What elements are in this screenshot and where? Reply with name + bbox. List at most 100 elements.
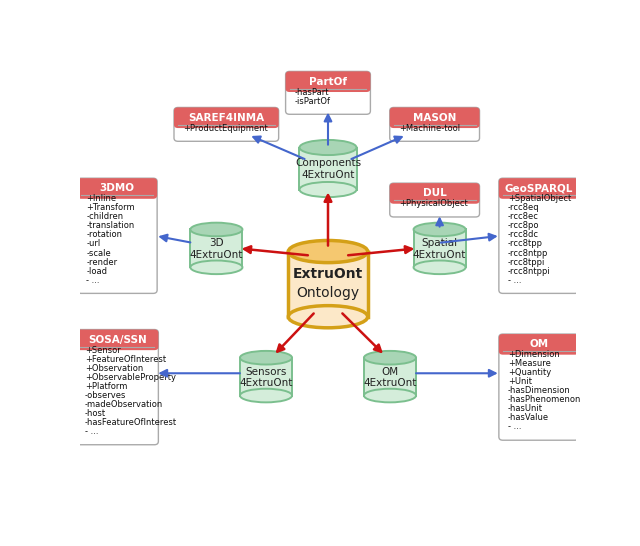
FancyBboxPatch shape [499, 334, 579, 355]
FancyBboxPatch shape [285, 72, 371, 114]
Text: +Quantity: +Quantity [508, 368, 551, 377]
Text: Sensors: Sensors [245, 366, 287, 377]
Bar [413, 229, 466, 268]
Bar [394, 118, 476, 124]
FancyBboxPatch shape [174, 108, 278, 141]
Ellipse shape [288, 306, 368, 328]
Text: OM: OM [381, 366, 399, 377]
Text: +Platform: +Platform [85, 382, 127, 391]
Text: 4ExtruOnt: 4ExtruOnt [239, 378, 292, 388]
Text: 4ExtruOnt: 4ExtruOnt [189, 250, 243, 260]
Text: - ...: - ... [85, 427, 99, 436]
Text: - ...: - ... [508, 276, 522, 284]
Text: -hasValue: -hasValue [508, 413, 549, 423]
Text: -rcc8tppi: -rcc8tppi [508, 258, 545, 266]
Text: +Dimension: +Dimension [508, 350, 559, 359]
Bar [190, 229, 243, 268]
Text: -rcc8ec: -rcc8ec [508, 212, 539, 221]
Text: -host: -host [85, 409, 106, 418]
Text: - ...: - ... [508, 423, 522, 431]
Bar [178, 118, 275, 124]
Ellipse shape [364, 389, 416, 402]
Ellipse shape [288, 240, 368, 263]
Text: -rcc8ntppi: -rcc8ntppi [508, 266, 550, 276]
Text: -hasPhenomenon: -hasPhenomenon [508, 395, 581, 405]
Text: -rcc8ntpp: -rcc8ntpp [508, 248, 548, 258]
FancyBboxPatch shape [76, 330, 158, 350]
Text: SOSA/SSN: SOSA/SSN [88, 335, 147, 345]
Bar [80, 341, 154, 347]
Text: Spatial: Spatial [422, 239, 458, 248]
FancyBboxPatch shape [390, 108, 479, 141]
FancyBboxPatch shape [390, 183, 479, 204]
Bar [81, 189, 153, 195]
Text: +Measure: +Measure [508, 359, 550, 368]
Text: +SpatialObject: +SpatialObject [508, 194, 571, 203]
Text: -hasUnit: -hasUnit [508, 405, 543, 413]
Text: 4ExtruOnt: 4ExtruOnt [301, 170, 355, 180]
Bar [364, 358, 416, 395]
Text: +Sensor: +Sensor [85, 346, 121, 355]
Bar [394, 194, 476, 200]
Text: MASON: MASON [413, 113, 456, 123]
Ellipse shape [364, 351, 416, 365]
Text: -translation: -translation [86, 222, 134, 230]
Bar [503, 345, 575, 351]
FancyBboxPatch shape [499, 334, 579, 440]
FancyBboxPatch shape [499, 178, 579, 199]
Text: +ObservableProperty: +ObservableProperty [85, 373, 176, 382]
FancyBboxPatch shape [285, 72, 371, 92]
Bar [503, 189, 575, 195]
Text: -isPartOf: -isPartOf [294, 97, 330, 105]
Text: -load: -load [86, 266, 108, 276]
Text: -hasFeatureOfInterest: -hasFeatureOfInterest [85, 418, 177, 427]
Text: -rcc8tpp: -rcc8tpp [508, 240, 543, 248]
Text: Ontology: Ontology [296, 286, 360, 300]
Text: DUL: DUL [423, 188, 447, 198]
Text: -render: -render [86, 258, 117, 266]
FancyBboxPatch shape [77, 178, 157, 199]
Text: 4ExtruOnt: 4ExtruOnt [413, 250, 467, 260]
Text: OM: OM [529, 340, 548, 349]
Text: -rcc8eq: -rcc8eq [508, 203, 540, 212]
Text: +Observation: +Observation [85, 364, 143, 373]
FancyBboxPatch shape [499, 178, 579, 293]
Ellipse shape [240, 389, 292, 402]
Text: -rcc8dc: -rcc8dc [508, 230, 539, 240]
FancyBboxPatch shape [390, 108, 479, 128]
FancyBboxPatch shape [390, 183, 479, 217]
Text: 3DMO: 3DMO [100, 183, 134, 193]
Text: -rotation: -rotation [86, 230, 122, 240]
Ellipse shape [190, 223, 243, 236]
FancyBboxPatch shape [76, 330, 158, 445]
FancyBboxPatch shape [174, 108, 278, 128]
Text: 3D: 3D [209, 239, 224, 248]
Text: -observes: -observes [85, 391, 126, 400]
Text: Components: Components [295, 158, 361, 169]
Text: +Inline: +Inline [86, 194, 116, 203]
Text: +Transform: +Transform [86, 203, 135, 212]
FancyBboxPatch shape [77, 178, 157, 293]
Bar [289, 82, 367, 88]
Text: +ProductEquipment: +ProductEquipment [183, 123, 268, 133]
Text: -rcc8po: -rcc8po [508, 222, 540, 230]
Text: +Unit: +Unit [508, 377, 532, 386]
Text: +FeatureOfInterest: +FeatureOfInterest [85, 355, 166, 364]
Ellipse shape [190, 260, 243, 274]
Text: - ...: - ... [86, 276, 100, 284]
Bar [240, 358, 292, 395]
Text: +Machine-tool: +Machine-tool [399, 123, 460, 133]
Text: -hasPart: -hasPart [294, 87, 329, 97]
Ellipse shape [240, 351, 292, 365]
Ellipse shape [413, 260, 466, 274]
Text: +PhysicalObject: +PhysicalObject [399, 199, 467, 208]
Ellipse shape [413, 223, 466, 236]
Ellipse shape [300, 182, 356, 197]
Text: -hasDimension: -hasDimension [508, 387, 570, 395]
Text: ExtruOnt: ExtruOnt [293, 266, 363, 281]
Text: GeoSPARQL: GeoSPARQL [504, 183, 573, 193]
Text: 4ExtruOnt: 4ExtruOnt [364, 378, 417, 388]
Bar [288, 252, 367, 317]
Text: -children: -children [86, 212, 124, 221]
Ellipse shape [300, 140, 356, 155]
